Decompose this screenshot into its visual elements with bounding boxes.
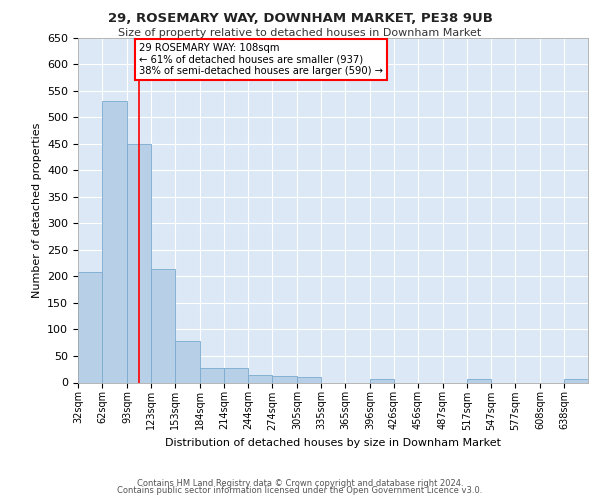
Bar — [200, 368, 224, 382]
Bar — [102, 101, 127, 382]
Bar — [248, 374, 272, 382]
Bar — [224, 368, 248, 382]
Text: 29 ROSEMARY WAY: 108sqm
← 61% of detached houses are smaller (937)
38% of semi-d: 29 ROSEMARY WAY: 108sqm ← 61% of detache… — [139, 43, 383, 76]
Bar — [564, 379, 588, 382]
Bar — [127, 144, 151, 382]
X-axis label: Distribution of detached houses by size in Downham Market: Distribution of detached houses by size … — [165, 438, 501, 448]
Text: Size of property relative to detached houses in Downham Market: Size of property relative to detached ho… — [118, 28, 482, 38]
Bar — [175, 341, 200, 382]
Bar — [272, 376, 297, 382]
Bar — [78, 272, 102, 382]
Bar — [151, 270, 175, 382]
Bar — [370, 379, 394, 382]
Bar — [467, 379, 491, 382]
Y-axis label: Number of detached properties: Number of detached properties — [32, 122, 41, 298]
Bar — [297, 377, 321, 382]
Text: 29, ROSEMARY WAY, DOWNHAM MARKET, PE38 9UB: 29, ROSEMARY WAY, DOWNHAM MARKET, PE38 9… — [107, 12, 493, 26]
Text: Contains HM Land Registry data © Crown copyright and database right 2024.: Contains HM Land Registry data © Crown c… — [137, 478, 463, 488]
Text: Contains public sector information licensed under the Open Government Licence v3: Contains public sector information licen… — [118, 486, 482, 495]
